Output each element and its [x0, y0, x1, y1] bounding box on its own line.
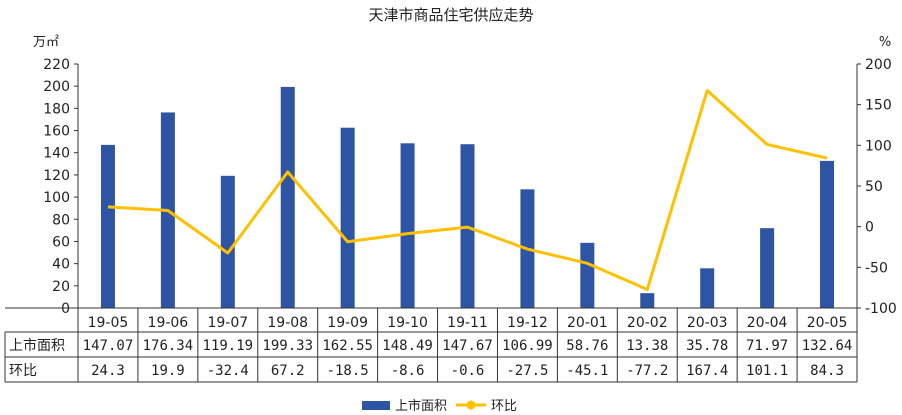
y-tick-label: 60 [52, 234, 70, 250]
y-tick-label: 40 [52, 257, 70, 273]
y-tick-label: 160 [43, 124, 70, 140]
y2-tick-label: 100 [865, 138, 892, 154]
x-tick-label: 19-11 [447, 315, 488, 331]
legend: 上市面积 环比 [362, 398, 517, 414]
y-tick-label: 20 [52, 279, 70, 295]
y2-tick-label: 150 [865, 98, 892, 114]
x-tick-label: 20-03 [687, 315, 728, 331]
y2-axis-ticks: -100 -50 0 50 100 150 200 [857, 57, 897, 317]
legend-bar-swatch [362, 401, 390, 410]
table-cell: -77.2 [626, 363, 668, 379]
x-tick-label: 19-06 [148, 315, 189, 331]
bar [280, 86, 295, 308]
bar-series [100, 86, 835, 308]
chart-title: 天津市商品住宅供应走势 [368, 6, 534, 24]
y-tick-label: 140 [43, 146, 70, 162]
y-tick-label: 80 [52, 212, 70, 228]
table-cell: 106.99 [502, 338, 553, 354]
bar [760, 228, 775, 308]
y-tick-label: 200 [43, 79, 70, 95]
bar [580, 242, 595, 308]
bar [640, 293, 655, 308]
legend-bar-label: 上市面积 [395, 398, 447, 414]
x-tick-label: 20-04 [747, 315, 788, 331]
y-tick-label: 120 [43, 168, 70, 184]
table-cell: 119.19 [203, 338, 254, 354]
y-tick-label: 100 [43, 190, 70, 206]
x-tick-label: 19-10 [387, 315, 428, 331]
table-cell: 84.3 [810, 363, 844, 379]
line-series [107, 89, 828, 291]
x-tick-label: 19-09 [327, 315, 368, 331]
table-cell: 101.1 [746, 363, 788, 379]
x-tick-label: 20-02 [627, 315, 668, 331]
bar [400, 143, 415, 308]
table-cell: -32.4 [207, 363, 249, 379]
y2-tick-label: 0 [865, 220, 874, 236]
table-cell: 148.49 [382, 338, 433, 354]
table-cell: -8.6 [391, 363, 425, 379]
y-axis-ticks: 0 20 40 60 80 100 120 140 160 180 200 220 [43, 57, 78, 317]
x-tick-label: 19-12 [507, 315, 548, 331]
table-row-label: 环比 [9, 363, 37, 379]
y2-tick-label: 200 [865, 57, 892, 73]
y-axis-unit: 万㎡ [33, 35, 59, 50]
y2-tick-label: 50 [865, 179, 883, 195]
table-cell: -27.5 [506, 363, 548, 379]
data-table: 19-05 19-06 19-07 19-08 19-09 19-10 19-11 19-12… [4, 307, 858, 383]
x-tick-label: 19-07 [207, 315, 248, 331]
table-cell: 71.97 [746, 338, 788, 354]
table-cell: 67.2 [271, 363, 305, 379]
y-tick-label: 180 [43, 101, 70, 117]
y-tick-label: 220 [43, 57, 70, 73]
table-cell: 19.9 [151, 363, 185, 379]
legend-line-marker [466, 400, 476, 410]
bar [220, 175, 235, 308]
table-cell: 162.55 [322, 338, 373, 354]
table-cell: 147.07 [83, 338, 134, 354]
y2-axis-unit: % [879, 35, 891, 50]
table-cell: 132.64 [802, 338, 853, 354]
table-cell: 24.3 [91, 363, 125, 379]
bar [340, 127, 355, 308]
table-cell: 199.33 [262, 338, 313, 354]
bar [100, 144, 115, 308]
x-tick-label: 19-08 [267, 315, 308, 331]
bar [820, 160, 835, 308]
table-cell: 13.38 [626, 338, 668, 354]
x-tick-label: 19-05 [88, 315, 129, 331]
x-tick-label: 20-01 [567, 315, 608, 331]
table-cell: 35.78 [686, 338, 728, 354]
table-cell: -0.6 [451, 363, 485, 379]
y2-tick-label: -100 [865, 301, 897, 317]
line-path [107, 89, 828, 291]
y2-tick-label: -50 [865, 260, 888, 276]
table-cell: 58.76 [566, 338, 608, 354]
table-row-label: 上市面积 [9, 337, 65, 354]
legend-line-label: 环比 [491, 399, 517, 414]
table-cell: 167.4 [686, 363, 728, 379]
table-cell: 147.67 [442, 338, 493, 354]
x-tick-label: 20-05 [807, 315, 848, 331]
bar [700, 268, 715, 308]
table-cell: -18.5 [327, 363, 369, 379]
table-cell: 176.34 [143, 338, 194, 354]
table-cell: -45.1 [566, 363, 608, 379]
y-tick-label: 0 [61, 301, 70, 317]
